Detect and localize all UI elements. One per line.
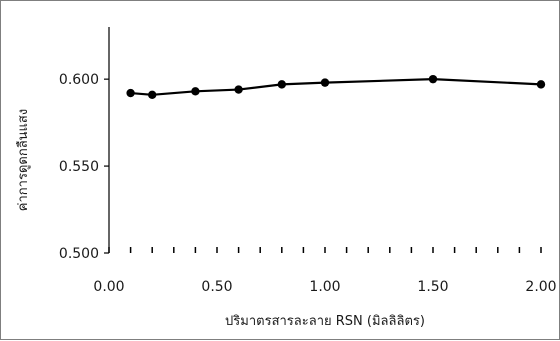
y-axis-title: ค่าการดูดกลืนแสง [15, 109, 31, 211]
y-tick-labels: 0.500 0.550 0.600 [59, 72, 99, 262]
data-point [148, 90, 157, 100]
x-tick-label: 1.50 [417, 279, 448, 295]
x-tick-labels: 0.00 0.50 1.00 1.50 2.00 [93, 279, 556, 295]
x-tick-label: 1.00 [309, 279, 340, 295]
x-tick-label: 0.50 [201, 279, 232, 295]
data-point [536, 80, 546, 89]
data-point [320, 78, 330, 87]
data-point [234, 85, 243, 94]
y-tick-label: 0.500 [59, 246, 99, 262]
x-axis-title: ปริมาตรสารละลาย RSN (มิลลิลิตร) [225, 314, 425, 329]
series-group [126, 74, 546, 100]
data-point [126, 88, 135, 98]
y-tick-label: 0.600 [59, 72, 99, 88]
series-line [130, 78, 542, 96]
x-tick-label: 0.00 [93, 279, 124, 295]
data-point [277, 80, 286, 89]
x-tick-label: 2.00 [525, 279, 556, 295]
y-tick-marks [104, 78, 109, 254]
y-tick-label: 0.550 [59, 159, 99, 175]
data-point [428, 74, 438, 84]
x-tick-marks [108, 247, 542, 253]
data-point [191, 87, 200, 96]
